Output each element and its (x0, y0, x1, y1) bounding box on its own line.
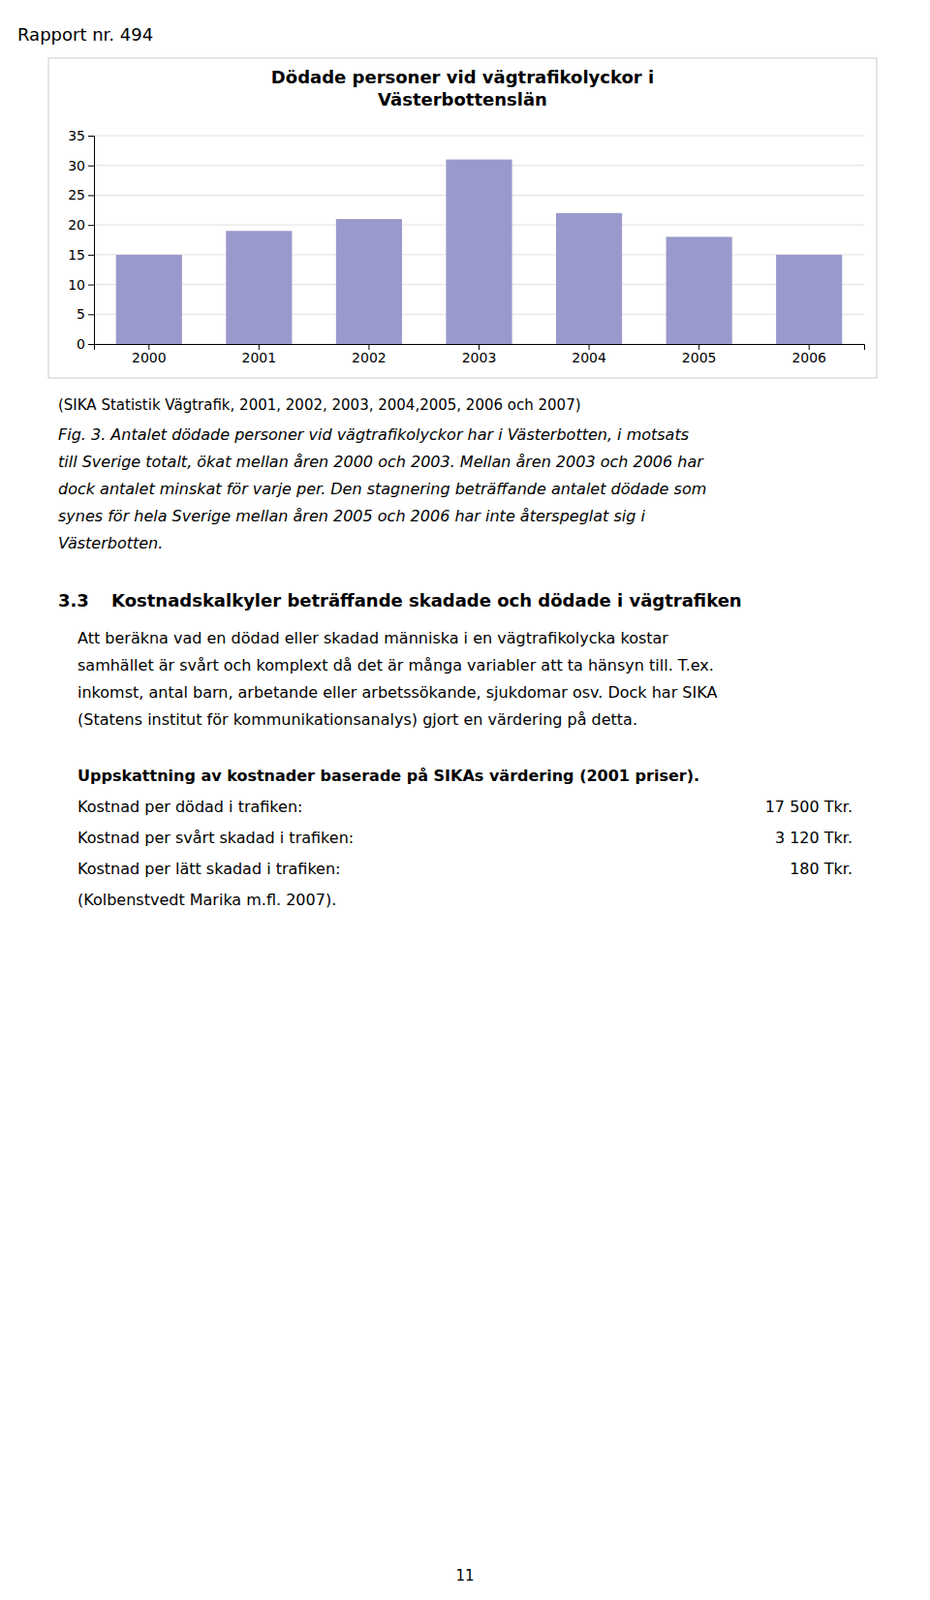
y-tick: 10 (67, 277, 94, 293)
x-tick-label: 2004 (571, 349, 607, 366)
x-tick: 2001 (242, 343, 278, 366)
y-tick: 20 (67, 217, 94, 233)
x-axis: 2000 2001 2002 2003 2004 2005 2006 (94, 343, 866, 366)
bold-text: Uppskattning av kostnader baserade på SI… (77, 766, 700, 785)
page: Rapport nr. 494 Dödade personer vid vägtr… (0, 0, 930, 1600)
body-line: inkomst, antal barn, arbetande eller arb… (77, 682, 717, 702)
y-tick-label: 5 (76, 306, 86, 322)
chart-title-line: Västerbottenslän (377, 89, 548, 110)
y-tick-mark (88, 165, 94, 167)
x-tick: 2002 (351, 343, 387, 366)
cost-label: Kostnad per lätt skadad i trafiken: (77, 859, 341, 878)
y-tick: 0 (76, 336, 94, 352)
caption-line: dock antalet minskat för varje per. Den … (58, 479, 707, 498)
y-tick-mark (88, 343, 94, 345)
x-tick-label: 2002 (351, 349, 387, 366)
x-tick: 2003 (462, 343, 497, 366)
cost-label: Kostnad per dödad i trafiken: (77, 797, 303, 816)
x-tick-label: 2003 (462, 349, 497, 366)
caption-line: Fig. 3. Antalet dödade personer vid vägt… (58, 425, 689, 444)
x-tick: 2006 (791, 343, 827, 366)
y-tick-label: 10 (67, 277, 86, 293)
cost-value: 3 120 Tkr. (775, 828, 853, 847)
x-tick-label: 2001 (242, 349, 278, 366)
source-text: (SIKA Statistik Vägtrafik, 2001, 2002, 2… (58, 396, 582, 414)
report-header: Rapport nr. 494 (17, 24, 154, 45)
chart-frame (48, 58, 877, 378)
y-tick: 25 (67, 186, 94, 203)
bar (445, 159, 512, 344)
y-tick-mark (88, 135, 94, 137)
section-title: Kostnadskalkyler beträffande skadade och… (111, 589, 743, 611)
y-tick-mark (88, 284, 94, 286)
caption-line: synes för hela Sverige mellan åren 2005 … (58, 506, 646, 526)
bar (666, 236, 733, 344)
x-tick: 2004 (571, 343, 607, 366)
x-tick: 2000 (131, 343, 167, 366)
bar (336, 218, 403, 344)
chart-title-line: Dödade personer vid vägtrafikolyckor i (271, 66, 654, 88)
plot: 0510152025303520002001200220032004200520… (67, 127, 865, 366)
y-tick-label: 0 (76, 336, 86, 352)
y-tick-mark (88, 194, 94, 196)
y-tick-mark (88, 254, 94, 256)
bar (225, 230, 292, 344)
y-axis-line (88, 136, 95, 345)
y-tick-label: 15 (67, 247, 86, 263)
cost-value: 180 Tkr. (789, 859, 853, 878)
reference: (Kolbenstvedt Marika m.fl. 2007). (77, 890, 337, 909)
grid (93, 135, 865, 344)
bar (775, 254, 842, 344)
y-tick-label: 25 (67, 186, 86, 203)
x-tick: 2005 (682, 343, 717, 366)
bar (116, 254, 183, 344)
bars (116, 159, 843, 344)
grid-line (93, 135, 865, 137)
y-tick-label: 20 (67, 217, 86, 233)
page-number: 11 (455, 1566, 474, 1584)
cost-value: 17 500 Tkr. (765, 797, 853, 816)
y-tick: 5 (76, 306, 94, 322)
y-tick: 35 (67, 127, 94, 144)
y-tick-mark (88, 313, 94, 315)
body-line: samhället är svårt och komplext då det ä… (77, 655, 714, 675)
y-tick: 15 (67, 247, 94, 263)
y-tick: 30 (67, 157, 94, 174)
cost-label: Kostnad per svårt skadad i trafiken: (77, 828, 354, 847)
y-tick-label: 30 (67, 157, 86, 174)
body-line: Att beräkna vad en dödad eller skadad mä… (77, 628, 669, 648)
x-tick-label: 2000 (131, 349, 167, 366)
bar (556, 213, 622, 344)
y-tick-label: 35 (67, 127, 86, 144)
body-line: (Statens institut för kommunikationsanal… (77, 710, 638, 729)
chart-title: Dödade personer vid vägtrafikolyckor iVä… (271, 66, 654, 110)
caption-line: Västerbotten. (58, 533, 163, 553)
y-tick-mark (88, 224, 94, 226)
x-tick-label: 2005 (682, 349, 717, 366)
y-axis: 0 5 10 15 20 25 30 35 (67, 127, 94, 352)
x-tick-label: 2006 (791, 349, 827, 366)
section-number: 3.3 (58, 589, 90, 611)
caption-line: till Sverige totalt, ökat mellan åren 20… (58, 452, 705, 471)
